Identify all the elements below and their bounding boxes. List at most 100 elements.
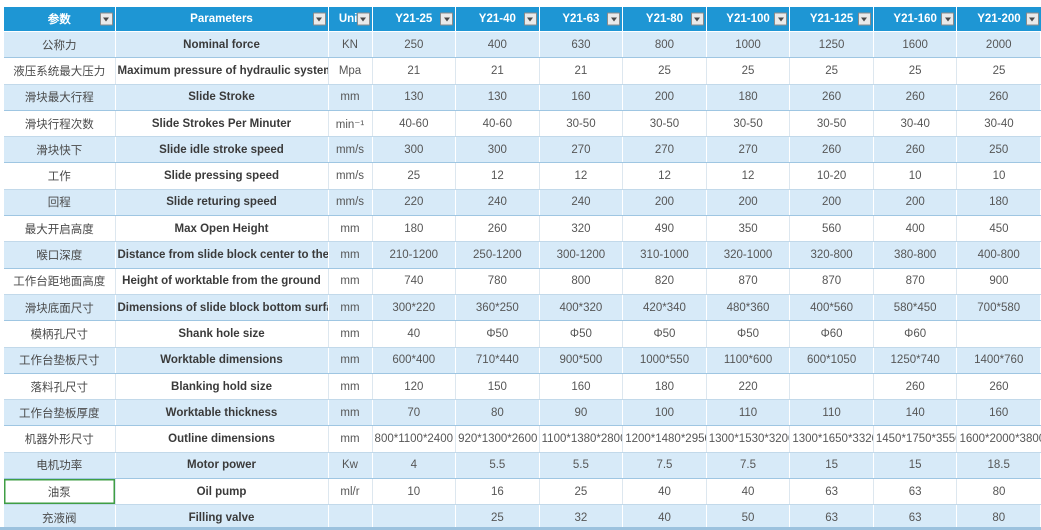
param-name-cn-cell[interactable]: 工作台距地面高度 [4,268,116,295]
filter-dropdown-icon[interactable] [440,12,454,26]
value-cell[interactable]: 110 [789,399,874,427]
value-cell[interactable]: 800 [622,31,707,59]
value-cell[interactable]: 780 [455,268,540,295]
value-cell[interactable]: 40-60 [455,110,540,138]
column-header-y21-125[interactable]: Y21-125 [789,7,874,32]
value-cell[interactable]: 820 [622,268,707,295]
unit-cell[interactable]: mm [328,268,373,295]
value-cell[interactable]: 1200*1480*2950 [622,425,707,453]
param-name-cn-cell[interactable]: 喉口深度 [4,241,116,269]
value-cell[interactable]: 180 [956,189,1041,217]
value-cell[interactable]: 40 [372,320,457,348]
value-cell[interactable]: Φ50 [539,320,624,348]
value-cell[interactable]: 150 [455,373,540,401]
value-cell[interactable]: 900*500 [539,347,624,374]
param-name-cn-cell[interactable]: 工作台垫板尺寸 [4,347,116,374]
unit-cell[interactable]: mm [328,320,373,348]
unit-cell[interactable]: mm/s [328,189,373,217]
value-cell[interactable]: 10 [873,162,958,190]
param-name-cn-cell[interactable]: 充液阀 [4,504,116,530]
column-header-y21-40[interactable]: Y21-40 [455,7,540,32]
value-cell[interactable]: 1400*760 [956,347,1041,374]
unit-cell[interactable]: mm [328,373,373,401]
column-header-y21-25[interactable]: Y21-25 [372,7,457,32]
value-cell[interactable] [789,373,874,401]
unit-cell[interactable]: mm [328,215,373,243]
value-cell[interactable]: 30-50 [789,110,874,138]
value-cell[interactable]: 400*320 [539,294,624,322]
value-cell[interactable]: 1250 [789,31,874,59]
value-cell[interactable]: 920*1300*2600 [455,425,540,453]
param-name-en-cell[interactable]: Nominal force [115,31,329,59]
value-cell[interactable]: 870 [789,268,874,295]
unit-cell[interactable]: mm/s [328,136,373,164]
value-cell[interactable]: 32 [539,504,624,530]
value-cell[interactable]: 18.5 [956,452,1041,480]
value-cell[interactable]: 400 [873,215,958,243]
value-cell[interactable]: 12 [706,162,791,190]
value-cell[interactable]: 200 [873,189,958,217]
value-cell[interactable]: 710*440 [455,347,540,374]
value-cell[interactable]: 10 [372,478,457,506]
value-cell[interactable]: 700*580 [956,294,1041,322]
value-cell[interactable]: 110 [706,399,791,427]
param-name-cn-cell[interactable]: 油泵 [4,478,116,506]
value-cell[interactable]: 160 [539,84,624,111]
unit-cell[interactable] [328,504,373,530]
value-cell[interactable]: 180 [372,215,457,243]
value-cell[interactable]: 90 [539,399,624,427]
value-cell[interactable]: 300 [372,136,457,164]
filter-dropdown-icon[interactable] [312,12,326,26]
value-cell[interactable]: 400 [455,31,540,59]
value-cell[interactable] [956,320,1041,348]
value-cell[interactable]: 260 [789,136,874,164]
value-cell[interactable]: 25 [539,478,624,506]
value-cell[interactable]: 120 [372,373,457,401]
value-cell[interactable]: 4 [372,452,457,480]
value-cell[interactable]: 21 [372,57,457,85]
value-cell[interactable]: 180 [622,373,707,401]
param-name-en-cell[interactable]: Slide idle stroke speed [115,136,329,164]
value-cell[interactable]: 200 [706,189,791,217]
value-cell[interactable]: 30-40 [873,110,958,138]
value-cell[interactable]: 240 [539,189,624,217]
param-name-en-cell[interactable]: Distance from slide block center to the … [115,241,329,269]
value-cell[interactable]: 1450*1750*3550 [873,425,958,453]
value-cell[interactable]: 800 [539,268,624,295]
value-cell[interactable]: Φ50 [622,320,707,348]
value-cell[interactable]: 260 [873,84,958,111]
value-cell[interactable]: 63 [789,478,874,506]
param-name-en-cell[interactable]: Oil pump [115,478,329,506]
param-name-cn-cell[interactable]: 液压系统最大压力 [4,57,116,85]
unit-cell[interactable]: mm/s [328,162,373,190]
param-name-en-cell[interactable]: Motor power [115,452,329,480]
value-cell[interactable]: 130 [372,84,457,111]
param-name-en-cell[interactable]: Dimensions of slide block bottom surface [115,294,329,322]
value-cell[interactable]: 25 [455,504,540,530]
value-cell[interactable]: 15 [789,452,874,480]
value-cell[interactable]: 250 [956,136,1041,164]
value-cell[interactable]: 220 [372,189,457,217]
value-cell[interactable]: 560 [789,215,874,243]
value-cell[interactable]: 310-1000 [622,241,707,269]
value-cell[interactable]: 12 [622,162,707,190]
param-name-en-cell[interactable]: Slide pressing speed [115,162,329,190]
value-cell[interactable]: 30-40 [956,110,1041,138]
param-name-en-cell[interactable]: Max Open Height [115,215,329,243]
value-cell[interactable]: 350 [706,215,791,243]
value-cell[interactable]: 200 [789,189,874,217]
column-header-y21-160[interactable]: Y21-160 [873,7,958,32]
value-cell[interactable]: 40 [706,478,791,506]
value-cell[interactable]: 420*340 [622,294,707,322]
value-cell[interactable]: Φ60 [789,320,874,348]
column-header-y21-100[interactable]: Y21-100 [706,7,791,32]
value-cell[interactable]: 220 [706,373,791,401]
param-name-cn-cell[interactable]: 工作 [4,162,116,190]
param-name-cn-cell[interactable]: 滑块行程次数 [4,110,116,138]
value-cell[interactable]: 7.5 [622,452,707,480]
param-name-en-cell[interactable]: Blanking hold size [115,373,329,401]
value-cell[interactable]: 1000 [706,31,791,59]
value-cell[interactable]: 30-50 [706,110,791,138]
param-name-cn-cell[interactable]: 滑块底面尺寸 [4,294,116,322]
value-cell[interactable]: 30-50 [622,110,707,138]
